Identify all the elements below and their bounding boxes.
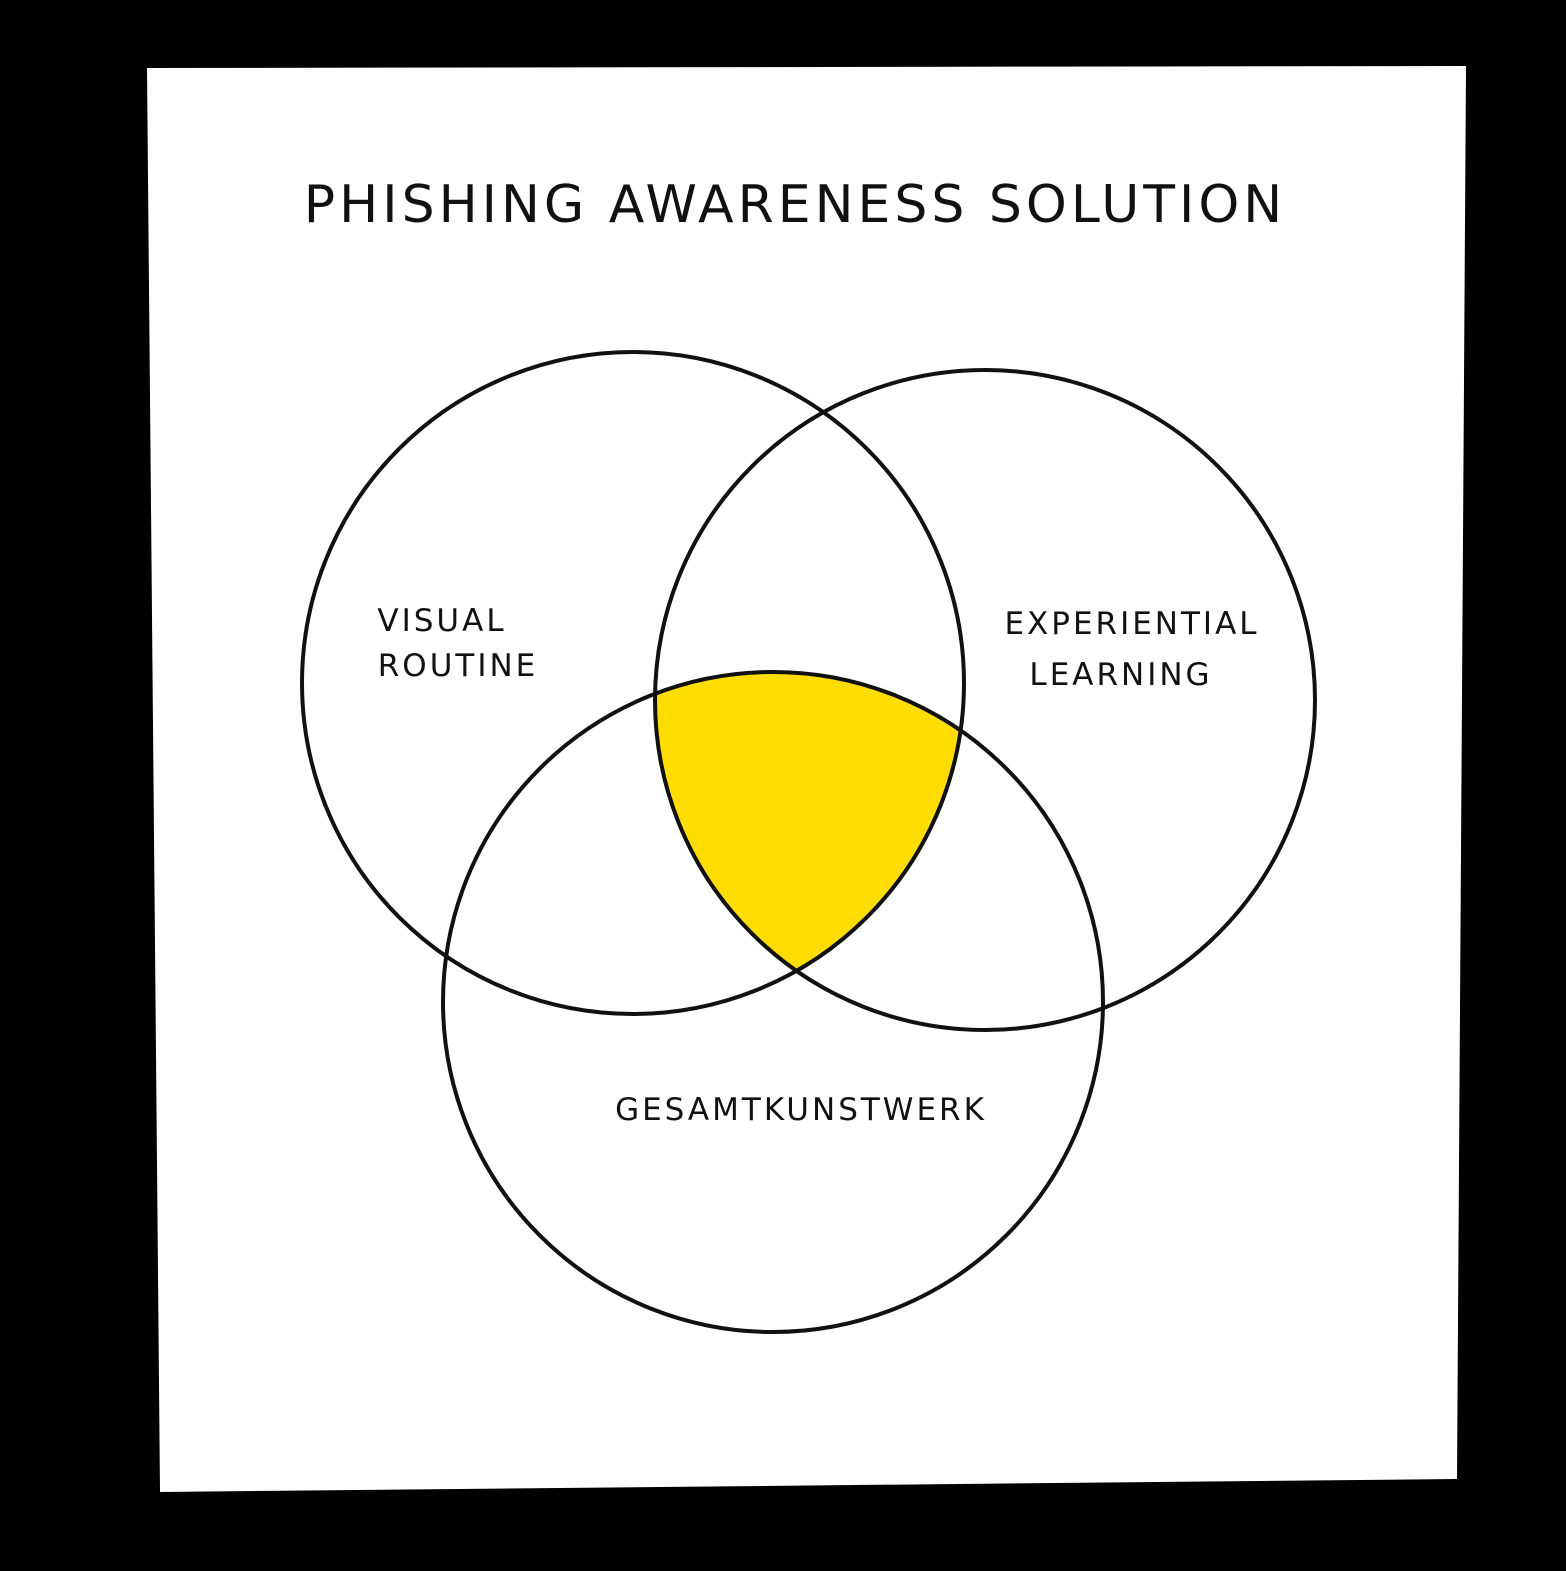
circle-gesamtkunstwerk bbox=[441, 670, 1105, 1334]
label-gesamtkunstwerk: GESAMTKUNSTWERK bbox=[615, 1092, 987, 1128]
diagram-title: PHISHING AWARENESS SOLUTION bbox=[304, 175, 1286, 235]
label-experiential-line-1: EXPERIENTIAL bbox=[1004, 606, 1259, 642]
label-visual-line-1: VISUAL bbox=[377, 603, 506, 639]
circle-experiential-learning bbox=[653, 368, 1317, 1032]
label-visual-line-2: ROUTINE bbox=[378, 648, 539, 684]
circle-visual-routine bbox=[300, 350, 966, 1016]
label-experiential-line-2: LEARNING bbox=[1029, 657, 1212, 693]
